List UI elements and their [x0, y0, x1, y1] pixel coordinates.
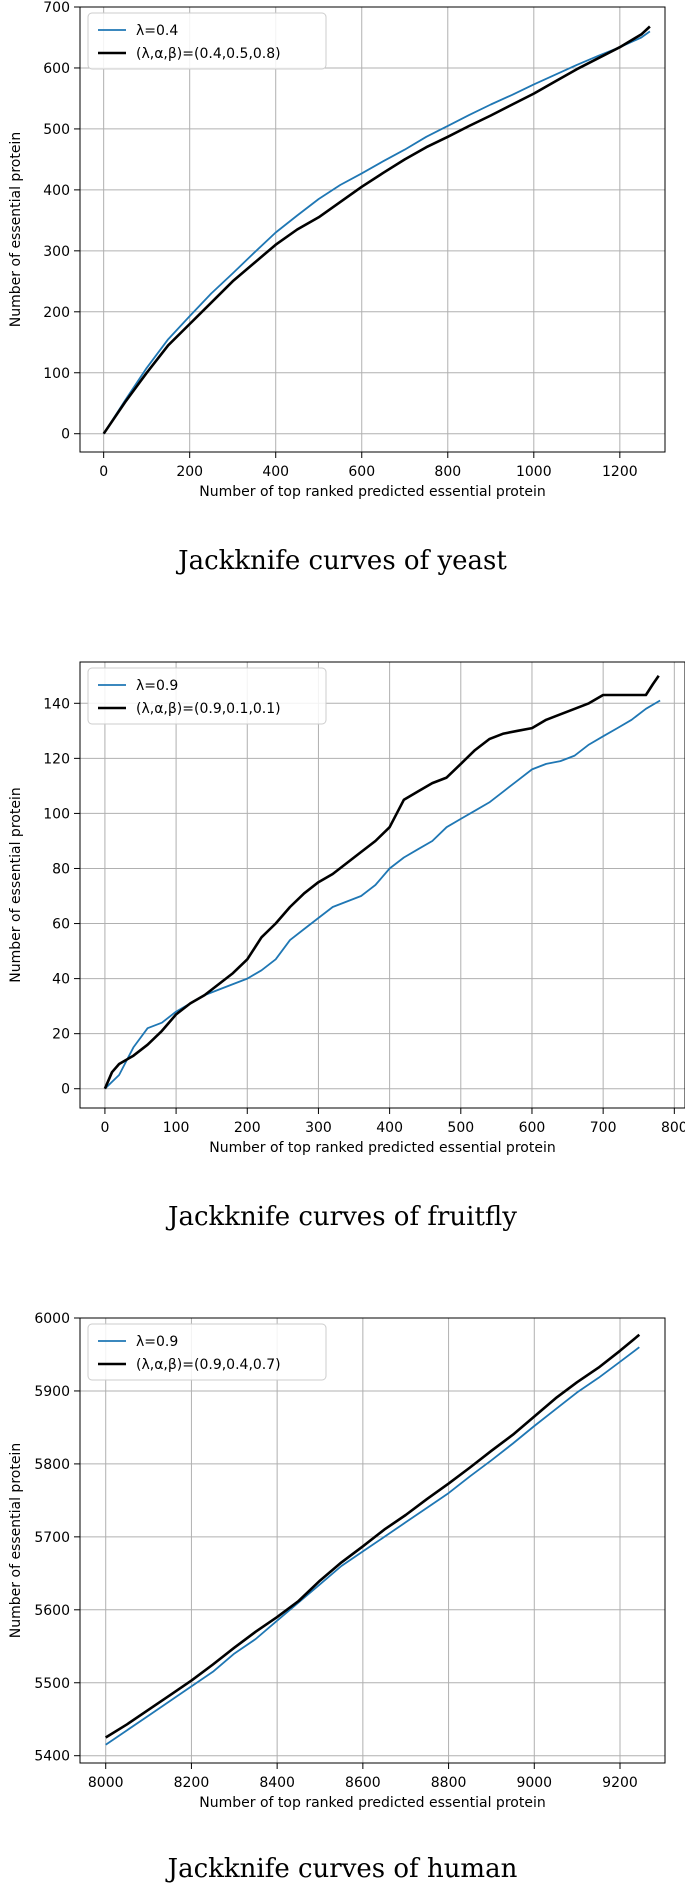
yeast-jackknife-chart: 0 200 400 600 800 1000 1200 0 100 200 300 400 500 600…	[8, 0, 666, 500]
x-tick-label: 8600	[345, 1775, 381, 1791]
x-tick-label: 700	[590, 1120, 617, 1136]
legend-label-1: λ=0.9	[136, 1334, 178, 1350]
plot-frame	[79, 6, 666, 453]
human-chart-caption: Jackknife curves of human	[167, 1854, 518, 1884]
legend-box	[87, 1323, 327, 1381]
series-line-2	[102, 25, 651, 435]
series-line-2	[105, 1333, 641, 1739]
y-tick-label: 5900	[34, 1384, 70, 1400]
y-tick-label: 5500	[34, 1676, 70, 1692]
x-tick-label: 0	[100, 1120, 109, 1136]
y-tick-label: 400	[43, 183, 70, 199]
series-line-1	[102, 30, 651, 435]
x-tick-label: 8800	[431, 1775, 467, 1791]
x-tick-label: 100	[163, 1120, 190, 1136]
y-tick-label: 5700	[34, 1530, 70, 1546]
legend-box	[87, 12, 327, 70]
series-line-1	[105, 1346, 640, 1746]
x-tick-label: 200	[234, 1120, 261, 1136]
x-axis-label: Number of top ranked predicted essential…	[199, 1795, 545, 1811]
y-tick-label: 5400	[34, 1749, 70, 1765]
y-tick-label: 100	[43, 806, 70, 822]
plot-frame	[79, 1317, 666, 1764]
x-axis-label: Number of top ranked predicted essential…	[199, 484, 545, 500]
plot-frame	[79, 661, 685, 1109]
y-tick-label: 500	[43, 122, 70, 138]
yeast-chart-panel: 0 200 400 600 800 1000 1200 0 100 200 300 400 500 600…	[0, 0, 685, 600]
y-tick-label: 60	[52, 917, 70, 933]
y-tick-label: 300	[43, 244, 70, 260]
y-tick-label: 5800	[34, 1457, 70, 1473]
x-tick-label: 600	[519, 1120, 546, 1136]
x-tick-label: 800	[434, 464, 461, 480]
x-tick-label: 0	[99, 464, 108, 480]
x-tick-label: 8400	[259, 1775, 295, 1791]
x-tick-label: 8200	[174, 1775, 210, 1791]
x-tick-label: 500	[447, 1120, 474, 1136]
legend-box	[87, 667, 327, 725]
y-axis-label: Number of essential protein	[8, 1443, 24, 1638]
y-axis-label: Number of essential protein	[8, 132, 24, 327]
x-tick-label: 8000	[88, 1775, 124, 1791]
x-tick-label: 200	[176, 464, 203, 480]
legend-label-1: λ=0.9	[136, 678, 178, 694]
legend-label-2: (λ,α,β)=(0.4,0.5,0.8)	[136, 46, 281, 62]
fruitfly-chart-caption: Jackknife curves of fruitfly	[168, 1202, 517, 1232]
y-tick-label: 140	[43, 696, 70, 712]
x-tick-label: 600	[348, 464, 375, 480]
x-axis-label: Number of top ranked predicted essential…	[209, 1140, 555, 1156]
y-tick-label: 700	[43, 0, 70, 16]
y-tick-label: 6000	[34, 1311, 70, 1327]
x-tick-label: 400	[262, 464, 289, 480]
y-tick-label: 5600	[34, 1603, 70, 1619]
y-tick-label: 40	[52, 972, 70, 988]
legend-label-2: (λ,α,β)=(0.9,0.4,0.7)	[136, 1357, 281, 1373]
series-line-1	[104, 699, 661, 1090]
x-tick-label: 400	[376, 1120, 403, 1136]
y-tick-label: 200	[43, 305, 70, 321]
x-tick-label: 1200	[602, 464, 638, 480]
series-line-2	[103, 675, 660, 1090]
y-tick-label: 0	[61, 427, 70, 443]
yeast-chart-caption: Jackknife curves of yeast	[178, 546, 507, 576]
y-axis-label: Number of essential protein	[8, 787, 24, 982]
legend-label-1: λ=0.4	[136, 23, 178, 39]
y-tick-label: 80	[52, 861, 70, 877]
legend-label-2: (λ,α,β)=(0.9,0.1,0.1)	[136, 701, 281, 717]
y-tick-label: 600	[43, 61, 70, 77]
y-tick-label: 0	[61, 1082, 70, 1098]
x-tick-label: 800	[661, 1120, 685, 1136]
y-tick-label: 100	[43, 366, 70, 382]
x-tick-label: 1000	[516, 464, 552, 480]
y-tick-label: 120	[43, 751, 70, 767]
x-tick-label: 9000	[516, 1775, 552, 1791]
x-tick-label: 300	[305, 1120, 332, 1136]
y-tick-label: 20	[52, 1027, 70, 1043]
x-tick-label: 9200	[602, 1775, 638, 1791]
